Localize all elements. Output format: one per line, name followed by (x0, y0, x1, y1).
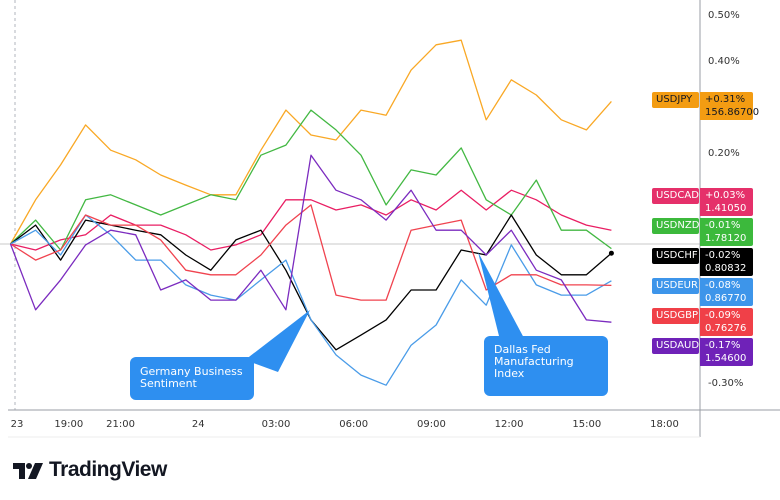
time-axis[interactable]: 23 19:00 21:00 24 03:00 06:00 09:00 12:00 15:00 1… (11, 419, 679, 430)
symbol-label-usdeur[interactable]: USDEUR (652, 278, 699, 294)
percent-change: -0.09% (705, 310, 741, 321)
price-axis[interactable]: 0.50% 0.40% 0.20% -0.30% (708, 10, 743, 389)
logo-text: TradingView (49, 458, 167, 481)
x-tick-label: 12:00 (495, 419, 524, 430)
last-price: 0.76276 (705, 323, 747, 334)
percent-change: -0.01% (705, 220, 741, 231)
y-tick-label: 0.50% (708, 10, 740, 21)
value-label-usdeur: -0.08% 0.86770 (700, 278, 753, 306)
series-lines (9, 39, 614, 386)
last-price: 156.86700 (705, 107, 760, 118)
germany-business-sentiment-callout: Germany Business Sentiment (130, 357, 254, 400)
value-label-usdcad: +0.03% 1.41050 (700, 188, 753, 216)
value-label-usdaud: -0.17% 1.54600 (700, 338, 753, 366)
last-price: 1.54600 (705, 353, 747, 364)
series-line-usdjpy (9, 39, 612, 245)
last-price: 1.41050 (705, 203, 747, 214)
series-line-usdaud (9, 154, 612, 323)
last-price: 1.78120 (705, 233, 747, 244)
value-label-usdchf: -0.02% 0.80832 (700, 248, 753, 276)
series-line-usdchf (10, 214, 612, 351)
percent-change: +0.03% (705, 190, 746, 201)
tradingview-logo-icon (13, 463, 43, 479)
last-price: 0.80832 (705, 263, 747, 274)
series-line-usdcad (10, 189, 612, 251)
x-tick-label: 09:00 (417, 419, 446, 430)
annotation-text: Germany Business Sentiment (140, 365, 243, 390)
y-tick-label: 0.20% (708, 148, 740, 159)
x-tick-label: 15:00 (572, 419, 601, 430)
annotation-text: Dallas Fed Manufacturing Index (494, 343, 574, 380)
percent-change: -0.08% (705, 280, 741, 291)
x-tick-label: 21:00 (106, 419, 135, 430)
percent-change: +0.31% (705, 94, 746, 105)
x-tick-label: 18:00 (650, 419, 679, 430)
dallas-fed-callout: Dallas Fed Manufacturing Index (484, 336, 608, 396)
x-tick-label: 24 (192, 419, 205, 430)
symbol-label-usdjpy[interactable]: USDJPY (652, 92, 699, 108)
value-label-usdgbp: -0.09% 0.76276 (700, 308, 753, 336)
y-tick-label: 0.40% (708, 56, 740, 67)
series-line-usdnzd (10, 109, 612, 251)
symbol-label-usdgbp[interactable]: USDGBP (652, 308, 699, 324)
value-label-usdjpy: +0.31% 156.86700 (700, 92, 760, 120)
last-price: 0.86770 (705, 293, 747, 304)
x-tick-label: 03:00 (262, 419, 291, 430)
symbol-label-usdnzd[interactable]: USDNZD (652, 218, 699, 234)
tradingview-logo: TradingView (13, 458, 167, 482)
percent-change: -0.02% (705, 250, 741, 261)
series-line-usdeur (10, 214, 612, 386)
symbol-label-usdchf[interactable]: USDCHF (652, 248, 699, 264)
x-tick-label: 23 (11, 419, 24, 430)
symbol-label-usdaud[interactable]: USDAUD (652, 338, 699, 354)
percent-change: -0.17% (705, 340, 741, 351)
symbol-label-usdcad[interactable]: USDCAD (652, 188, 699, 204)
x-tick-label: 19:00 (54, 419, 83, 430)
x-tick-label: 06:00 (339, 419, 368, 430)
dallas-callout-pointer (478, 252, 525, 340)
value-label-usdnzd: -0.01% 1.78120 (700, 218, 753, 246)
germany-callout-pointer (245, 310, 310, 372)
last-point-marker (608, 250, 614, 256)
series-line-usdgbp (10, 204, 612, 301)
y-tick-label: -0.30% (708, 378, 743, 389)
